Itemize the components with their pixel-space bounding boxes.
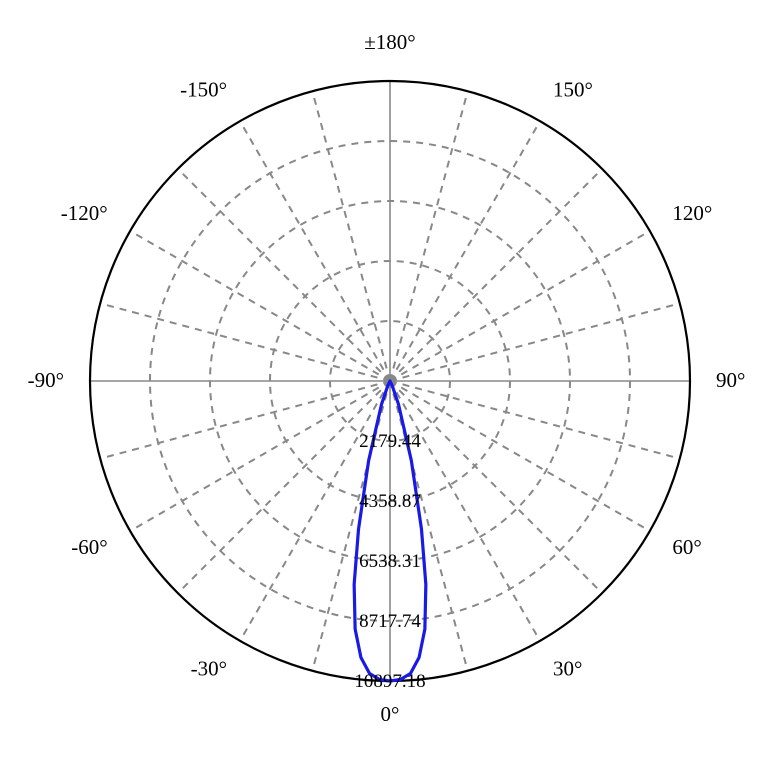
angle-tick-label: ±180° <box>364 30 415 54</box>
radial-tick-label: 10897.18 <box>354 671 425 692</box>
angle-tick-label: 150° <box>553 78 593 102</box>
angle-tick-label: -60° <box>71 535 107 559</box>
polar-chart: 2179.44 4358.87 6538.31 8717.74 10897.18 0° 30… <box>0 0 780 763</box>
radial-tick-label: 8717.74 <box>359 611 421 632</box>
radial-tick-label: 6538.31 <box>359 551 421 572</box>
angle-tick-label: -30° <box>191 656 227 680</box>
angle-tick-label: 120° <box>672 201 712 225</box>
angle-tick-label: 0° <box>381 702 400 726</box>
angle-tick-label: -90° <box>28 368 64 392</box>
angle-tick-label: -150° <box>180 78 227 102</box>
radial-tick-label: 4358.87 <box>359 491 421 512</box>
radial-tick-label: 2179.44 <box>359 431 421 452</box>
angle-tick-label: 60° <box>672 535 701 559</box>
angle-tick-label: -120° <box>61 201 108 225</box>
angle-tick-label: 90° <box>716 368 745 392</box>
angle-tick-label: 30° <box>553 656 582 680</box>
